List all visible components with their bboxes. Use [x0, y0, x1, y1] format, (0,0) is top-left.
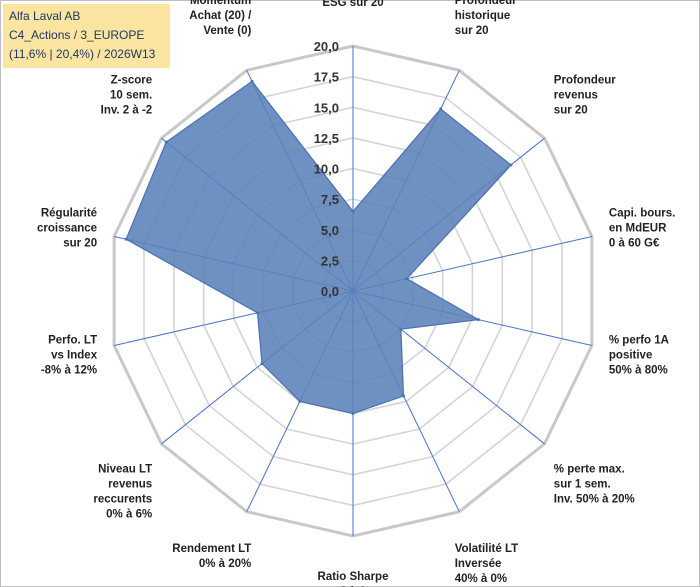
axis-label-13-line-1: Achat (20) /: [189, 10, 252, 22]
axis-label-4-line-1: positive: [609, 349, 652, 361]
tick-labels: 0,0 2,5 5,0 7,5 10,0 12,5 15,0 17,5 20,0: [314, 39, 339, 299]
data-series: [124, 79, 513, 415]
data-point-1: [439, 107, 443, 111]
tick-label-4: 10,0: [314, 162, 339, 177]
title-line-company: Alfa Laval AB: [9, 9, 81, 23]
tick-label-6: 15,0: [314, 100, 339, 115]
axis-label-11: Régularité croissance sur 20: [37, 208, 97, 250]
axis-label-6-line-2: 40% à 0%: [455, 573, 507, 585]
data-point-0: [351, 209, 355, 213]
data-point-10: [256, 311, 259, 315]
title-line-metrics: (11,6% | 20,4%) / 2026W13: [9, 47, 156, 61]
axis-label-3-line-1: en MdEUR: [609, 223, 667, 235]
axis-label-8: Rendement LT 0% à 20%: [172, 543, 251, 570]
axis-label-0-line-1: ESG sur 20: [322, 0, 383, 9]
axis-label-10-line-2: -8% à 12%: [41, 364, 97, 376]
data-point-3: [405, 277, 409, 281]
axis-label-8-line-1: 0% à 20%: [199, 558, 251, 570]
axis-label-5-line-0: % perte max.: [554, 464, 625, 476]
tick-label-3: 7,5: [321, 192, 339, 207]
axis-label-3: Capi. bours. en MdEUR 0 à 60 G€: [609, 208, 675, 250]
data-point-7: [351, 412, 355, 415]
axis-label-11-line-1: croissance: [37, 223, 97, 235]
axis-label-5-line-2: Inv. 50% à 20%: [554, 494, 635, 506]
axis-label-1-line-0: Profondeur: [455, 0, 517, 7]
data-point-12: [164, 140, 168, 144]
chart-title-box: Alfa Laval AB C4_Actions / 3_EUROPE (11,…: [3, 4, 170, 68]
axis-label-5-line-1: sur 1 sem.: [554, 479, 611, 491]
axis-label-3-line-0: Capi. bours.: [609, 208, 675, 220]
axis-label-4-line-2: 50% à 80%: [609, 364, 668, 376]
axis-label-8-line-0: Rendement LT: [172, 543, 251, 555]
data-point-13: [250, 79, 254, 83]
axis-label-2-line-1: revenus: [554, 89, 598, 101]
axis-label-13-line-0: Momentum: [190, 0, 251, 7]
axis-label-9-line-1: revenus: [108, 479, 152, 491]
data-point-4: [476, 318, 480, 322]
axis-label-6-line-0: Volatilité LT: [455, 543, 518, 555]
tick-label-8: 20,0: [314, 39, 339, 54]
axis-label-7: Ratio Sharpe0 à 1: [318, 571, 389, 587]
axis-label-10-line-0: Perfo. LT: [48, 334, 97, 346]
axis-label-11-line-0: Régularité: [41, 208, 97, 220]
data-point-2: [509, 163, 513, 167]
axis-label-10: Perfo. LT vs Index -8% à 12%: [41, 334, 98, 376]
data-point-5: [399, 327, 403, 331]
axis-label-11-line-2: sur 20: [63, 238, 97, 250]
axis-label-9-line-2: reccurents: [93, 494, 152, 506]
tick-label-7: 17,5: [314, 70, 339, 85]
axis-label-3-line-2: 0 à 60 G€: [609, 238, 660, 250]
axis-label-4: % perfo 1A positive 50% à 80%: [609, 334, 669, 376]
title-line-category: C4_Actions / 3_EUROPE: [9, 28, 145, 42]
data-point-9: [260, 362, 264, 366]
axis-label-9-line-3: 0% à 6%: [106, 509, 152, 521]
data-point-6: [402, 394, 405, 398]
axis-label-1-line-1: historique: [455, 10, 511, 22]
axis-label-5: % perte max. sur 1 sem. Inv. 50% à 20%: [554, 464, 635, 506]
tick-label-2: 5,0: [321, 223, 339, 238]
data-point-11: [124, 237, 128, 241]
axis-label-9-line-0: Niveau LT: [98, 464, 152, 476]
axis-label-13-line-2: Vente (0): [203, 25, 251, 37]
axis-label-10-line-1: vs Index: [51, 349, 98, 361]
tick-label-1: 2,5: [321, 253, 339, 268]
axis-label-7-line-0: Ratio Sharpe: [318, 571, 389, 583]
axis-label-12: Z-score 10 sem. Inv. 2 à -2: [101, 74, 153, 116]
axis-label-1-line-2: sur 20: [455, 25, 489, 37]
axis-label-1: Profondeur historique sur 20: [455, 0, 517, 37]
axis-label-2-line-0: Profondeur: [554, 74, 616, 86]
axis-label-0: NoteESG sur 20: [322, 0, 383, 9]
axis-label-6-line-1: Inversée: [455, 558, 502, 570]
axis-label-12-line-0: Z-score: [111, 74, 153, 86]
axis-label-12-line-1: 10 sem.: [110, 89, 152, 101]
axis-label-2: Profondeur revenus sur 20: [554, 74, 616, 116]
axis-label-9: Niveau LT revenus reccurents 0% à 6%: [93, 464, 152, 521]
axis-label-2-line-2: sur 20: [554, 104, 588, 116]
tick-label-0: 0,0: [321, 284, 339, 299]
axis-labels: NoteESG sur 20 Profondeur historique sur 20…: [37, 0, 675, 587]
axis-label-12-line-2: Inv. 2 à -2: [101, 104, 153, 116]
tick-label-5: 12,5: [314, 131, 339, 146]
axis-label-4-line-0: % perfo 1A: [609, 334, 669, 346]
axis-label-6: Volatilité LT Inversée 40% à 0%: [455, 543, 518, 585]
data-point-8: [298, 399, 302, 403]
axis-label-13: Momentum Achat (20) / Vente (0): [189, 0, 252, 37]
